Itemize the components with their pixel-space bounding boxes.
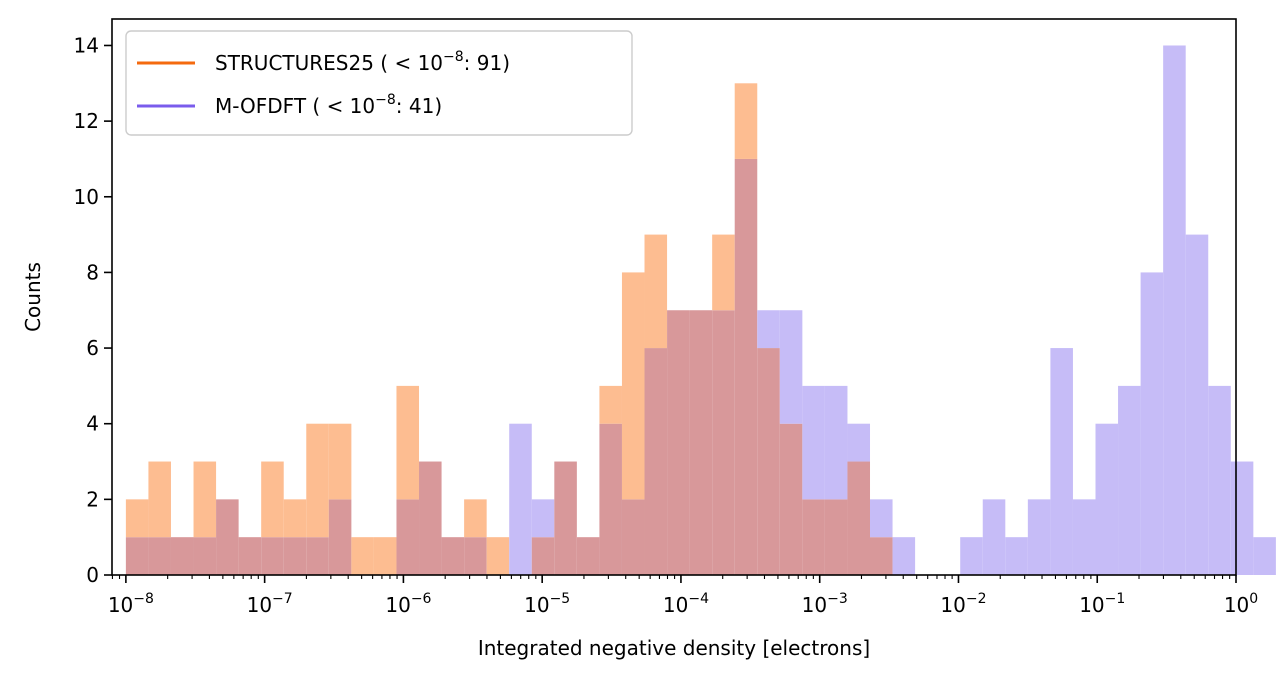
overlap-bar — [193, 537, 217, 575]
x-axis-title: Integrated negative density [electrons] — [478, 636, 870, 660]
overlap-bar — [644, 348, 668, 575]
y-tick-label: 14 — [74, 33, 99, 57]
mofdft-bar — [1095, 423, 1119, 575]
overlap-bar — [689, 310, 713, 575]
bars-layer — [125, 45, 1276, 576]
y-axis-title: Counts — [21, 262, 45, 332]
mofdft-bar — [982, 499, 1006, 575]
overlap-bar — [734, 158, 758, 576]
x-tick-label: 10−4 — [663, 591, 709, 617]
mofdft-bar — [824, 385, 848, 500]
overlap-bar — [306, 537, 329, 575]
overlap-bar — [576, 537, 600, 575]
y-tick-label: 8 — [86, 260, 99, 284]
structures25-bar — [621, 272, 645, 500]
x-tick-label: 10−3 — [802, 591, 848, 617]
overlap-bar — [870, 537, 893, 575]
mofdft-bar — [531, 499, 555, 538]
overlap-bar — [283, 537, 307, 575]
legend: STRUCTURES25 ( < 10−8: 91) M-OFDFT ( < 10… — [125, 30, 633, 136]
y-tick-label: 2 — [86, 487, 99, 511]
mofdft-bar — [870, 499, 893, 538]
x-tick-label: 10−7 — [247, 591, 293, 617]
overlap-bar — [621, 499, 645, 575]
x-tick-label: 100 — [1224, 591, 1258, 617]
y-tick-label: 0 — [86, 563, 99, 587]
mofdft-bar — [779, 310, 803, 424]
overlap-bar — [238, 537, 262, 575]
structures25-bar — [396, 385, 420, 500]
y-tick-label: 12 — [74, 109, 99, 133]
overlap-bar — [328, 499, 352, 575]
overlap-bar — [419, 461, 442, 575]
mofdft-legend-label: M-OFDFT ( < 10−8: 41) — [215, 92, 442, 118]
structures25-bar — [306, 423, 329, 538]
mofdft-bar — [1072, 499, 1096, 575]
overlap-bar — [554, 461, 577, 575]
overlap-bar — [216, 499, 239, 575]
overlap-bar — [779, 423, 803, 575]
structures25-bar — [283, 499, 307, 538]
overlap-bar — [441, 537, 465, 575]
mofdft-bar — [1230, 461, 1254, 575]
mofdft-bar — [1163, 45, 1186, 575]
structures25-bar — [464, 499, 487, 538]
structures25-bar — [599, 385, 622, 424]
x-tick-label: 10−8 — [108, 591, 154, 617]
mofdft-bar — [509, 423, 532, 575]
x-tick-label: 10−2 — [940, 591, 986, 617]
mofdft-bar — [757, 310, 780, 349]
mofdft-bar — [1027, 499, 1051, 575]
overlap-bar — [170, 537, 194, 575]
overlap-bar — [824, 499, 848, 575]
mofdft-bar — [1005, 537, 1028, 575]
structures25-bar — [486, 537, 510, 575]
structures25-bar — [328, 423, 352, 500]
structures25-legend-label: STRUCTURES25 ( < 10−8: 91) — [215, 49, 510, 75]
mofdft-bar — [892, 537, 916, 575]
overlap-bar — [464, 537, 487, 575]
mofdft-bar — [1140, 272, 1164, 575]
mofdft-bar — [1208, 385, 1231, 575]
structures25-bar — [351, 537, 374, 575]
x-tick-label: 10−5 — [524, 591, 570, 617]
overlap-bar — [599, 423, 622, 575]
mofdft-bar — [1185, 234, 1209, 575]
legend-box — [125, 30, 633, 136]
structures25-bar — [193, 461, 217, 538]
overlap-bar — [396, 499, 420, 575]
mofdft-bar — [1118, 385, 1141, 575]
mofdft-bar — [1050, 348, 1073, 575]
overlap-bar — [757, 348, 780, 575]
structures25-bar — [644, 234, 668, 349]
overlap-bar — [261, 537, 284, 575]
x-axis: 10−8 10−7 10−6 10−5 10−4 10−3 10−2 10−1 100 — [108, 575, 1258, 617]
overlap-bar — [531, 537, 555, 575]
y-tick-label: 4 — [86, 412, 99, 436]
mofdft-bar — [802, 385, 825, 500]
mofdft-bar — [960, 537, 983, 575]
overlap-bar — [847, 461, 871, 575]
mofdft-bar — [847, 423, 871, 462]
overlap-bar — [712, 310, 735, 575]
overlap-bar — [802, 499, 825, 575]
structures25-bar — [125, 499, 149, 538]
x-tick-label: 10−6 — [385, 591, 431, 617]
structures25-bar — [148, 461, 171, 538]
x-tick-label: 10−1 — [1079, 591, 1125, 617]
overlap-bar — [125, 537, 149, 575]
structures25-bar — [734, 83, 758, 159]
structures25-bar — [261, 461, 284, 538]
overlap-bar — [667, 310, 690, 575]
structures25-bar — [373, 537, 397, 575]
structures25-bar — [712, 234, 735, 311]
y-axis: 0 2 4 6 8 10 12 14 — [74, 33, 112, 587]
y-tick-label: 10 — [74, 185, 99, 209]
y-tick-label: 6 — [86, 336, 99, 360]
overlap-bar — [148, 537, 171, 575]
mofdft-bar — [1253, 537, 1276, 575]
plot-frame — [111, 18, 1237, 576]
